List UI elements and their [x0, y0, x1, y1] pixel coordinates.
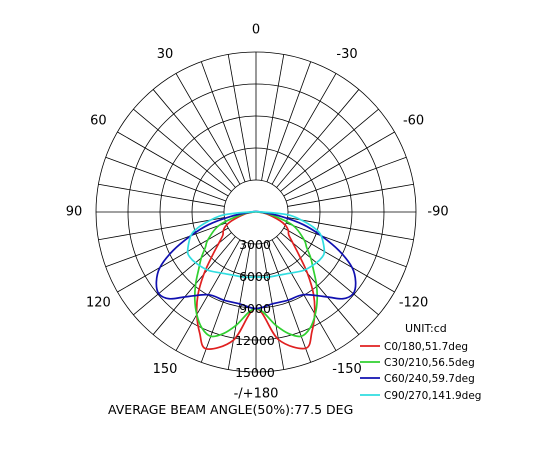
- angle-label-minus-120: -120: [399, 296, 429, 311]
- grid-spoke-310: [133, 232, 232, 316]
- angle-label-90: 90: [66, 205, 83, 220]
- radial-label-9000: 9000: [239, 301, 271, 316]
- grid-spoke-160: [266, 61, 312, 183]
- grid-spoke-230: [133, 108, 232, 192]
- grid-spoke-100: [287, 183, 414, 207]
- angle-label-minus-60: -60: [403, 114, 424, 129]
- radial-label-12000: 12000: [235, 333, 275, 348]
- grid-spoke-200: [200, 61, 246, 183]
- grid-spoke-170: [261, 54, 285, 181]
- angle-label-30: 30: [157, 47, 174, 62]
- angle-label-minus-90: -90: [427, 205, 448, 220]
- grid-spoke-250: [105, 156, 227, 202]
- legend: C0/180,51.7deg C30/210,56.5deg C60/240,5…: [360, 341, 481, 402]
- intensity-curves: [155, 210, 357, 350]
- grid-spoke-210: [175, 73, 241, 185]
- average-beam-angle-footer: AVERAGE BEAM ANGLE(50%):77.5 DEG: [108, 402, 353, 417]
- angle-label-minus-30: -30: [336, 47, 357, 62]
- legend-label-c90: C90/270,141.9deg: [384, 390, 481, 402]
- grid-spoke-240: [117, 131, 229, 197]
- angle-label-0: 0: [252, 23, 260, 38]
- grid-spoke-140: [276, 89, 360, 188]
- grid-spoke-70: [285, 222, 407, 268]
- grid-spoke-260: [98, 183, 225, 207]
- radial-label-6000: 6000: [239, 269, 271, 284]
- grid-spoke-220: [152, 89, 236, 188]
- legend-label-c60: C60/240,59.7deg: [384, 373, 475, 385]
- grid-spoke-350: [227, 243, 251, 370]
- grid-spoke-50: [280, 232, 379, 316]
- angle-label-180: -/+180: [234, 387, 279, 402]
- grid-spoke-110: [285, 156, 407, 202]
- grid-spoke-10: [261, 243, 285, 370]
- radial-label-15000: 15000: [235, 365, 275, 380]
- chart-labels: -/+180 150 120 90 60 30 0 -30 -60 -90 -1…: [66, 23, 449, 418]
- radial-label-3000: 3000: [239, 237, 271, 252]
- angle-label-120: 120: [86, 296, 111, 311]
- grid-spoke-300: [117, 227, 229, 293]
- series-curve-3: [186, 210, 326, 279]
- grid-spoke-130: [280, 108, 379, 192]
- angle-label-60: 60: [90, 114, 107, 129]
- legend-label-c30: C30/210,56.5deg: [384, 357, 475, 369]
- grid-spoke-120: [283, 131, 395, 197]
- grid-spoke-340: [200, 241, 246, 363]
- grid-spoke-40: [276, 236, 360, 335]
- polar-grid: [95, 51, 417, 373]
- grid-spoke-150: [271, 73, 337, 185]
- grid-spoke-20: [266, 241, 312, 363]
- unit-label: UNIT:cd: [405, 322, 447, 335]
- legend-label-c0: C0/180,51.7deg: [384, 341, 468, 353]
- grid-spoke-320: [152, 236, 236, 335]
- grid-spoke-190: [227, 54, 251, 181]
- grid-spoke-80: [287, 217, 414, 241]
- grid-spoke-60: [283, 227, 395, 293]
- grid-spoke-290: [105, 222, 227, 268]
- angle-label-150: 150: [153, 362, 178, 377]
- grid-spoke-280: [98, 217, 225, 241]
- angle-label-minus-150: -150: [332, 362, 362, 377]
